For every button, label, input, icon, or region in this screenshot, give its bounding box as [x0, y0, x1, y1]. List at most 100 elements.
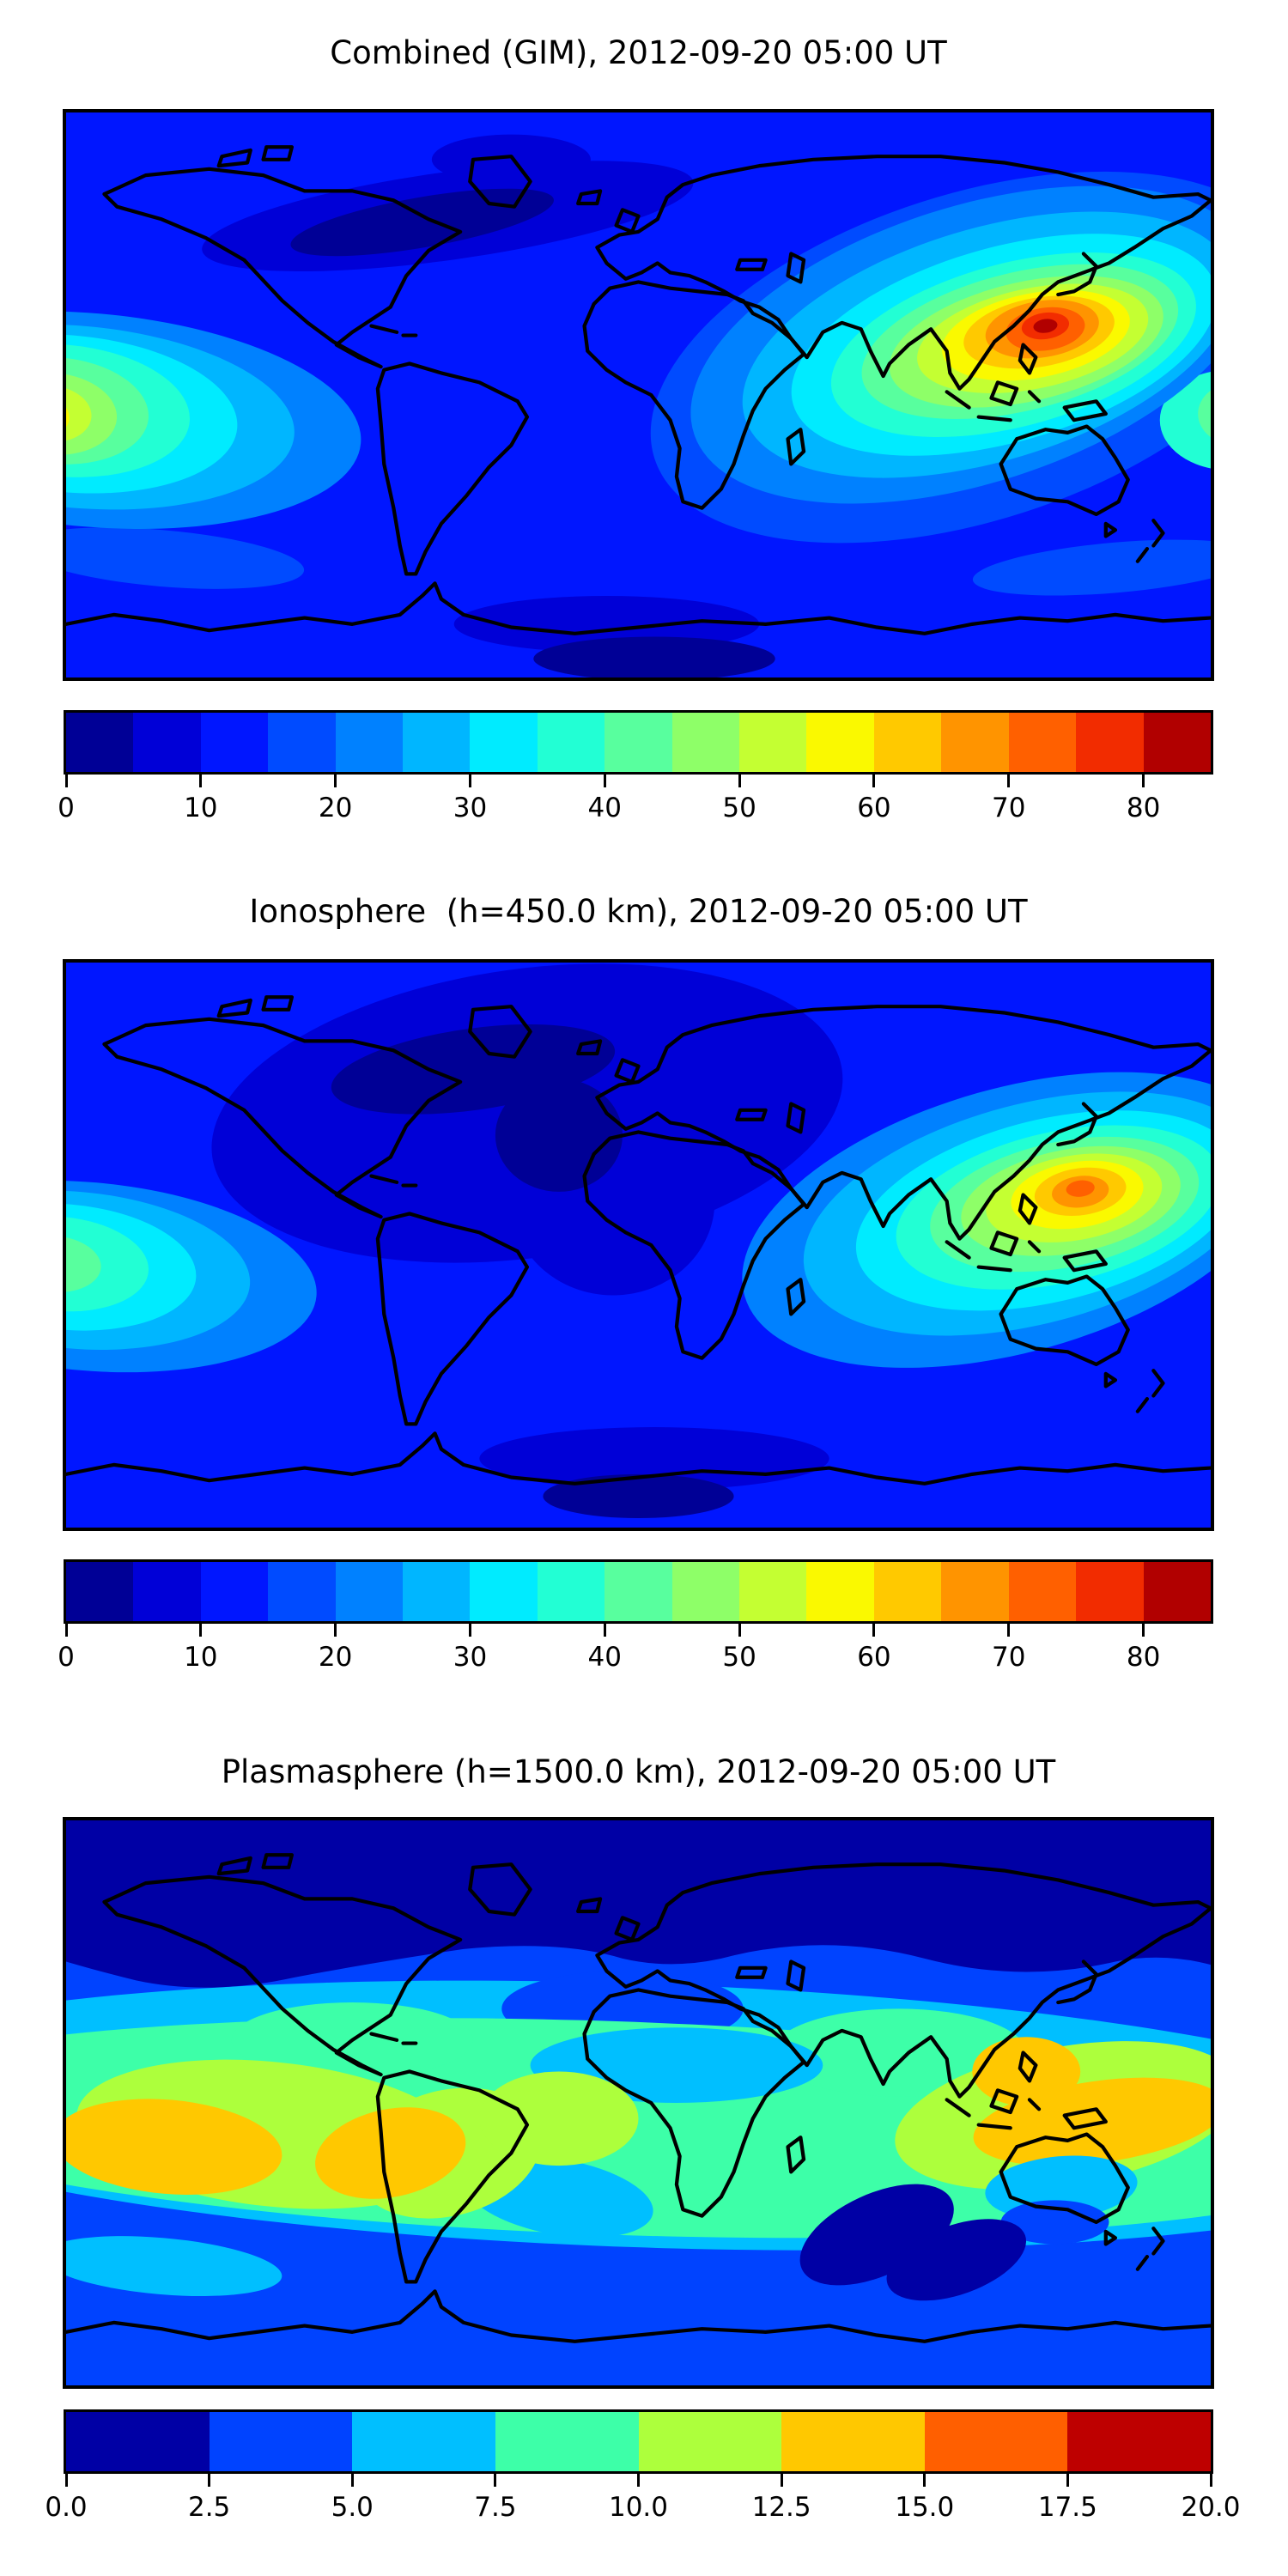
colorbar-tick-label: 10: [184, 793, 218, 823]
colorbar-tick-label: 20.0: [1181, 2492, 1241, 2523]
colorbar-ticks-combined: 0 10 20 30 40 50 60 70 80: [58, 775, 1211, 826]
colorbar-segment: [352, 2412, 495, 2471]
colorbar-segment: [66, 713, 134, 772]
contour-band: [315, 2107, 466, 2199]
colorbar-tick-mark: [199, 775, 203, 787]
colorbar-segment: [873, 713, 942, 772]
colorbar-segment: [941, 713, 1009, 772]
colorbar-ticks-ionosphere: 0 10 20 30 40 50 60 70 80: [58, 1624, 1211, 1675]
contour-map-combined: [66, 112, 1211, 677]
colorbar-tick-label: 20: [318, 1642, 353, 1673]
contour-band: [1033, 319, 1058, 333]
colorbar-tick-label: 15.0: [895, 2492, 955, 2523]
colorbar-tick-label: 0: [58, 793, 75, 823]
colorbar-tick-mark: [603, 1624, 606, 1637]
colorbar-tick-label: 30: [453, 1642, 488, 1673]
contour-band: [66, 1820, 1211, 1988]
colorbar-segment: [1008, 1562, 1077, 1621]
colorbar-segment: [66, 2412, 210, 2471]
colorbar-tick-mark: [1209, 2474, 1212, 2487]
colorbar-segment: [1067, 2412, 1211, 2471]
colorbar-tick-label: 40: [587, 793, 623, 823]
colorbar-tick-mark: [738, 775, 741, 787]
colorbar-tick-mark: [738, 1624, 741, 1637]
colorbar-segment: [924, 2412, 1068, 2471]
colorbar-segment: [133, 713, 201, 772]
colorbar-tick-label: 80: [1126, 793, 1161, 823]
contour-map-plasmasphere: [66, 1820, 1211, 2385]
colorbar-segment: [671, 1562, 740, 1621]
map-ionosphere: [63, 959, 1214, 1531]
colorbar-segment: [403, 1562, 471, 1621]
colorbar-segment: [200, 1562, 269, 1621]
contour-band: [772, 2008, 1027, 2097]
panel-title-ionosphere: Ionosphere (h=450.0 km), 2012-09-20 05:0…: [249, 893, 1028, 930]
colorbar-tick-mark: [603, 775, 606, 787]
colorbar-tick-mark: [1007, 1624, 1011, 1637]
contour-band: [533, 636, 775, 677]
contour-band: [886, 2219, 1027, 2301]
colorbar-segment: [66, 1562, 134, 1621]
contour-band: [66, 2236, 283, 2297]
colorbar-segment: [133, 1562, 201, 1621]
colorbar-segment: [537, 1562, 605, 1621]
colorbar-tick-label: 60: [857, 1642, 891, 1673]
colorbar-tick-mark: [64, 1624, 68, 1637]
colorbar-tick-mark: [350, 2474, 354, 2487]
colorbar-segment: [209, 2412, 353, 2471]
colorbar-segment: [941, 1562, 1009, 1621]
colorbar-segment: [605, 713, 672, 772]
colorbar-segment: [403, 713, 471, 772]
contour-band: [66, 1203, 197, 1331]
colorbar-tick-label: 12.5: [751, 2492, 811, 2523]
colorbar-tick-label: 30: [453, 793, 488, 823]
colorbar-plasmasphere: [64, 2409, 1213, 2474]
colorbar-segment: [335, 713, 404, 772]
contour-band: [972, 2037, 1081, 2106]
colorbar-tick-mark: [780, 2474, 783, 2487]
colorbar-tick-mark: [208, 2474, 211, 2487]
colorbar-tick-label: 10.0: [608, 2492, 669, 2523]
colorbar-tick-mark: [637, 2474, 640, 2487]
contour-band: [1198, 390, 1211, 438]
colorbar-tick-mark: [872, 775, 876, 787]
panel-title-plasmasphere: Plasmasphere (h=1500.0 km), 2012-09-20 0…: [221, 1753, 1056, 1790]
contour-band: [431, 134, 591, 185]
colorbar-tick-mark: [468, 1624, 471, 1637]
colorbar-tick-mark: [64, 775, 68, 787]
colorbar-segment: [739, 1562, 807, 1621]
colorbar-tick-label: 50: [722, 1642, 756, 1673]
colorbar-segment: [806, 713, 874, 772]
colorbar-segment: [470, 713, 538, 772]
colorbar-tick-mark: [923, 2474, 927, 2487]
colorbar-segment: [781, 2412, 925, 2471]
colorbar-segment: [671, 713, 740, 772]
colorbar-segment: [495, 2412, 639, 2471]
colorbar-tick-label: 50: [722, 793, 756, 823]
colorbar-tick-label: 20: [318, 793, 353, 823]
colorbar-ionosphere: [64, 1559, 1213, 1624]
colorbar-segment: [268, 713, 336, 772]
colorbar-segment: [470, 1562, 538, 1621]
colorbar-segment: [605, 1562, 672, 1621]
colorbar-segment: [335, 1562, 404, 1621]
colorbar-segment: [1143, 1562, 1211, 1621]
colorbar-tick-mark: [199, 1624, 203, 1637]
colorbar-segment: [1076, 1562, 1144, 1621]
colorbar-tick-mark: [1066, 2474, 1069, 2487]
contour-band: [290, 188, 554, 257]
colorbar-tick-mark: [872, 1624, 876, 1637]
colorbar-segment: [638, 2412, 782, 2471]
colorbar-segment: [806, 1562, 874, 1621]
colorbar-segment: [1008, 713, 1077, 772]
colorbar-segment: [537, 713, 605, 772]
colorbar-tick-label: 5.0: [331, 2492, 374, 2523]
colorbar-combined: [64, 710, 1213, 775]
colorbar-tick-mark: [1007, 775, 1011, 787]
colorbar-tick-label: 0.0: [45, 2492, 88, 2523]
colorbar-tick-mark: [334, 775, 337, 787]
colorbar-tick-label: 7.5: [474, 2492, 517, 2523]
colorbar-segment: [1143, 713, 1211, 772]
colorbar-segment: [268, 1562, 336, 1621]
